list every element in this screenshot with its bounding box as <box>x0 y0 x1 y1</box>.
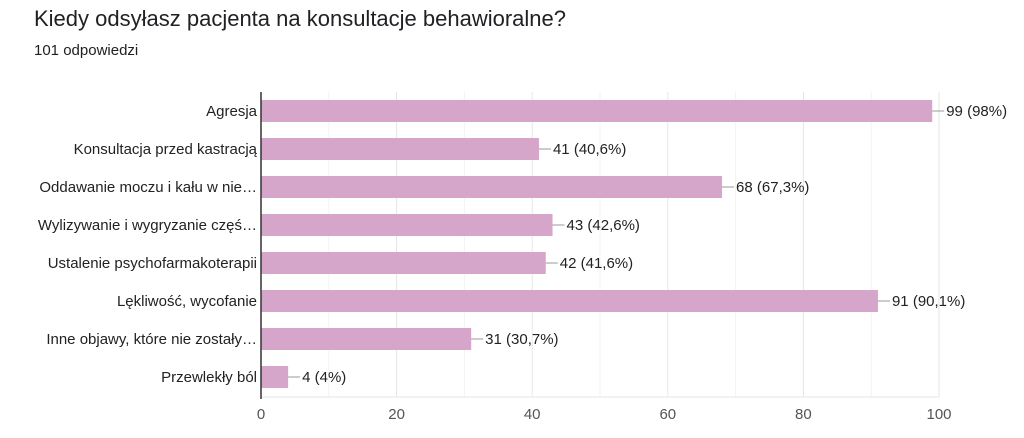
category-label: Oddawanie moczu i kału w nie… <box>39 179 257 196</box>
data-label: 42 (41,6%) <box>560 255 633 272</box>
bar <box>261 366 289 388</box>
category-label: Przewlekły ból <box>161 369 257 386</box>
category-label: Lękliwość, wycofanie <box>117 293 257 310</box>
data-label: 31 (30,7%) <box>485 331 558 348</box>
category-label: Wylizywanie i wygryzanie częś… <box>38 217 257 234</box>
data-label: 99 (98%) <box>946 103 1007 120</box>
bar <box>261 290 878 312</box>
x-tick-label: 60 <box>659 406 676 423</box>
data-label: 43 (42,6%) <box>567 217 640 234</box>
data-label: 41 (40,6%) <box>553 141 626 158</box>
data-label: 91 (90,1%) <box>892 293 965 310</box>
data-label: 68 (67,3%) <box>736 179 809 196</box>
category-label: Konsultacja przed kastracją <box>74 141 258 158</box>
x-tick-label: 100 <box>926 406 951 423</box>
bar <box>261 214 553 236</box>
x-tick-label: 20 <box>388 406 405 423</box>
bar <box>261 328 472 350</box>
chart-title: Kiedy odsyłasz pacjenta na konsultacje b… <box>34 6 567 31</box>
bar <box>261 138 539 160</box>
x-tick-label: 40 <box>524 406 541 423</box>
bar <box>261 252 546 274</box>
category-label: Agresja <box>206 103 258 120</box>
bar <box>261 100 933 122</box>
response-count: 101 odpowiedzi <box>34 42 139 59</box>
bar <box>261 176 723 198</box>
category-label: Inne objawy, które nie zostały… <box>46 331 257 348</box>
category-label: Ustalenie psychofarmakoterapii <box>48 255 257 272</box>
x-tick-label: 0 <box>257 406 265 423</box>
data-label: 4 (4%) <box>302 369 346 386</box>
x-tick-label: 80 <box>795 406 812 423</box>
